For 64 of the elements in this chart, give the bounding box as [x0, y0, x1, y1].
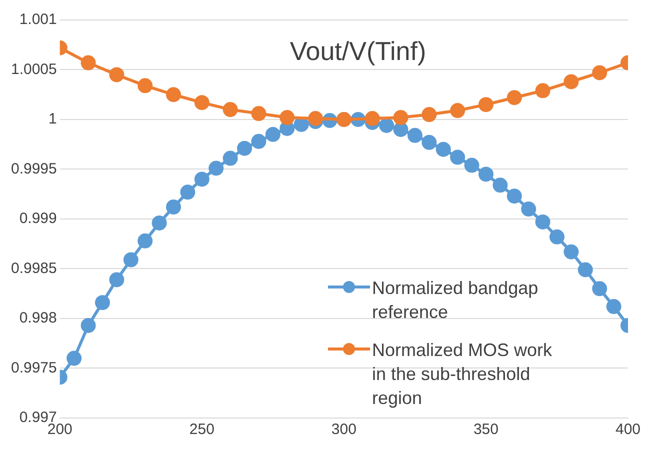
x-tick-label: 400 — [615, 421, 641, 438]
point — [109, 272, 124, 288]
point — [478, 166, 494, 182]
point — [492, 178, 508, 193]
point — [535, 214, 550, 230]
y-tick-label: 1.0005 — [10, 60, 57, 78]
point — [464, 158, 480, 173]
point — [66, 350, 82, 366]
y-tick-label: 0.9995 — [10, 160, 57, 178]
point — [564, 74, 579, 90]
point — [549, 229, 564, 244]
x-tick-label: 250 — [189, 421, 214, 438]
point — [222, 102, 238, 118]
point — [592, 65, 608, 80]
point — [564, 244, 579, 260]
point — [152, 215, 167, 230]
point — [194, 95, 210, 110]
x-tick-label: 350 — [473, 421, 498, 438]
point — [251, 134, 266, 149]
point — [450, 103, 466, 118]
legend-label: Normalized MOS work in the sub-threshold region — [372, 339, 554, 410]
legend-label: Normalized bandgap reference — [372, 277, 540, 324]
y-tick-label: 1.001 — [19, 11, 57, 28]
point — [180, 184, 196, 200]
y-tick-label: 1 — [48, 110, 57, 128]
point — [592, 281, 608, 296]
point — [422, 107, 437, 122]
point — [138, 78, 153, 94]
point — [521, 202, 536, 217]
point — [407, 128, 422, 143]
point — [222, 150, 238, 166]
point — [379, 118, 394, 133]
point — [208, 160, 224, 176]
point — [535, 83, 550, 98]
point — [109, 67, 124, 82]
point — [80, 55, 96, 70]
point — [80, 318, 96, 333]
point — [422, 134, 437, 150]
point — [506, 188, 522, 204]
point — [478, 97, 494, 112]
point — [280, 110, 295, 126]
point — [450, 150, 466, 165]
point — [265, 126, 280, 142]
x-tick-label: 300 — [331, 421, 356, 438]
point — [194, 172, 210, 187]
point — [94, 295, 110, 310]
point — [506, 90, 522, 106]
y-tick-label: 0.9985 — [10, 260, 57, 277]
point — [166, 87, 182, 102]
point — [393, 110, 408, 126]
y-tick-label: 0.9975 — [10, 359, 57, 376]
point — [578, 262, 593, 278]
point — [138, 233, 153, 248]
point — [606, 299, 622, 314]
point — [237, 140, 252, 156]
point — [251, 106, 266, 122]
point — [436, 142, 451, 157]
point — [364, 111, 380, 126]
point — [393, 122, 408, 137]
point — [166, 200, 182, 215]
point — [123, 252, 138, 268]
y-tick-label: 0.998 — [19, 310, 57, 327]
y-tick-label: 0.999 — [19, 210, 57, 228]
text: Vout/V(Tinf) — [290, 36, 426, 66]
